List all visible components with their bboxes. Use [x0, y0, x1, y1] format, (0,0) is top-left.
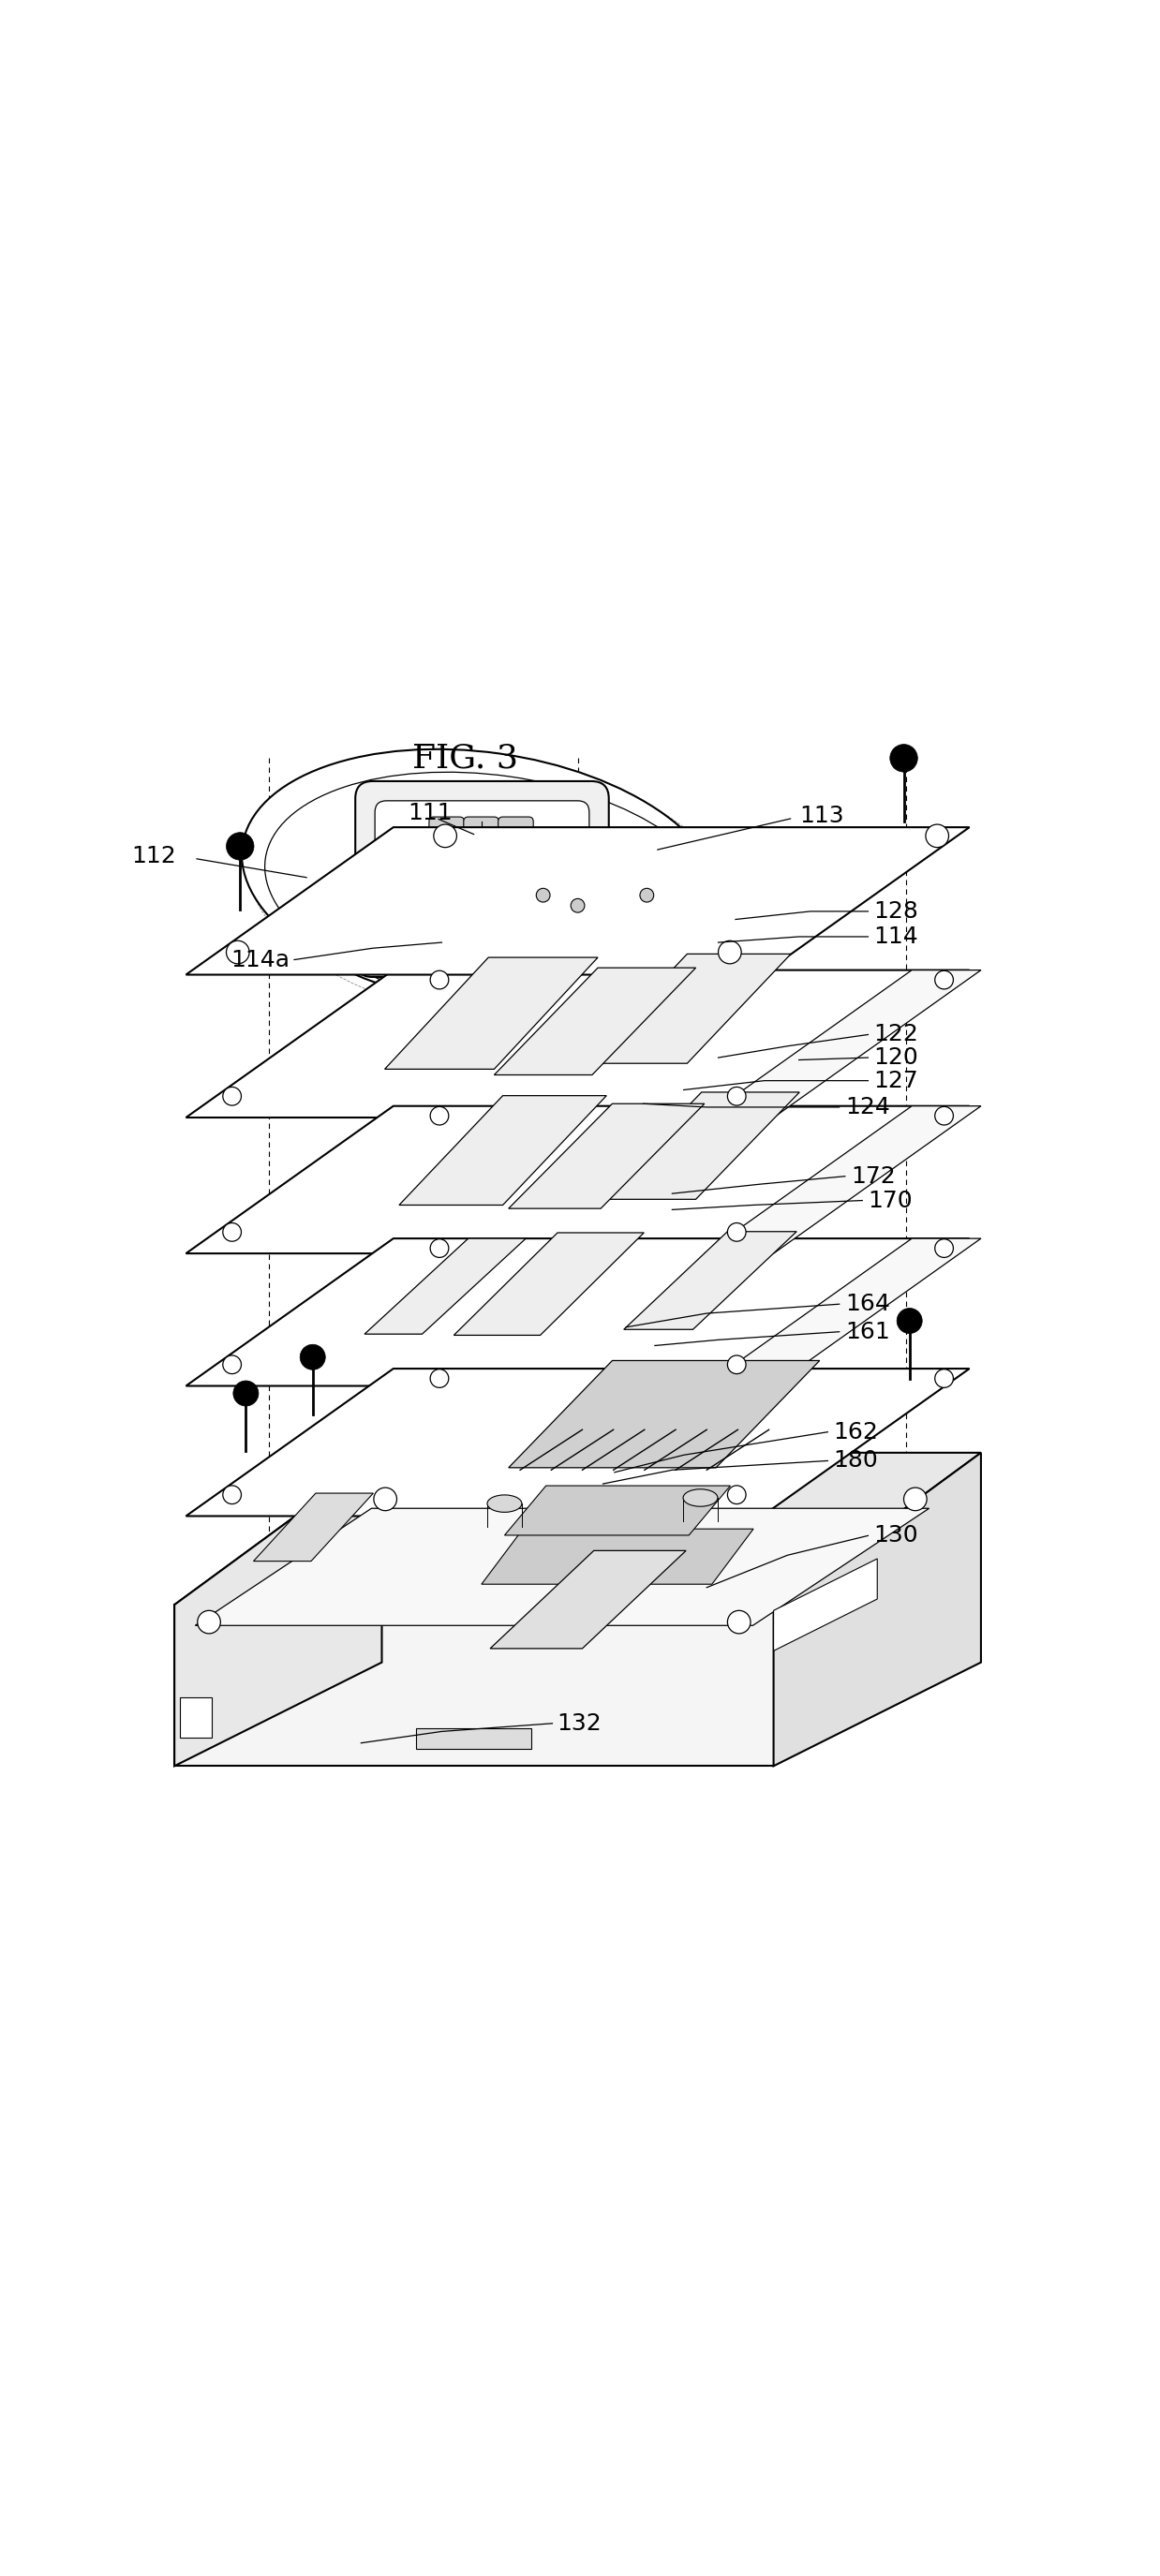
- Polygon shape: [186, 1368, 970, 1517]
- Text: 161: 161: [844, 1321, 890, 1342]
- Circle shape: [727, 1486, 746, 1504]
- Circle shape: [536, 889, 550, 902]
- Circle shape: [223, 1486, 241, 1504]
- Circle shape: [727, 1087, 746, 1105]
- Polygon shape: [597, 1092, 799, 1200]
- FancyBboxPatch shape: [429, 817, 464, 940]
- Polygon shape: [174, 1605, 774, 1767]
- Circle shape: [935, 971, 954, 989]
- Circle shape: [897, 1309, 922, 1334]
- Text: 120: 120: [873, 1046, 919, 1069]
- Circle shape: [233, 1381, 259, 1406]
- Text: 122: 122: [873, 1023, 919, 1046]
- Text: 112: 112: [131, 845, 176, 868]
- Circle shape: [300, 1345, 325, 1370]
- Circle shape: [223, 1224, 241, 1242]
- Polygon shape: [494, 969, 696, 1074]
- Circle shape: [727, 1610, 751, 1633]
- Ellipse shape: [487, 1494, 522, 1512]
- Text: 164: 164: [844, 1293, 890, 1316]
- Polygon shape: [624, 1231, 797, 1329]
- Circle shape: [727, 1224, 746, 1242]
- Circle shape: [935, 1239, 954, 1257]
- Polygon shape: [364, 1239, 525, 1334]
- Text: 132: 132: [557, 1713, 602, 1734]
- Circle shape: [223, 1087, 241, 1105]
- Bar: [416, 1728, 531, 1749]
- Ellipse shape: [683, 1489, 718, 1507]
- Text: 130: 130: [873, 1525, 919, 1548]
- Circle shape: [434, 824, 457, 848]
- Text: 170: 170: [868, 1190, 913, 1211]
- Circle shape: [430, 971, 449, 989]
- Circle shape: [718, 940, 741, 963]
- Text: FIG. 3: FIG. 3: [412, 742, 517, 773]
- Text: 114a: 114a: [231, 948, 290, 971]
- Polygon shape: [491, 1551, 686, 1649]
- Polygon shape: [385, 958, 597, 1069]
- Circle shape: [727, 1355, 746, 1373]
- Polygon shape: [583, 953, 791, 1064]
- Circle shape: [223, 1355, 241, 1373]
- Circle shape: [935, 1108, 954, 1126]
- Polygon shape: [774, 1453, 981, 1767]
- Circle shape: [904, 1486, 927, 1510]
- Text: 124: 124: [844, 1095, 890, 1118]
- Polygon shape: [180, 1698, 211, 1736]
- Circle shape: [430, 1108, 449, 1126]
- Text: 162: 162: [834, 1422, 878, 1443]
- Circle shape: [197, 1610, 220, 1633]
- FancyBboxPatch shape: [355, 781, 609, 976]
- Polygon shape: [195, 1510, 929, 1625]
- Text: 180: 180: [834, 1450, 878, 1471]
- Polygon shape: [481, 1530, 753, 1584]
- Text: 114: 114: [873, 925, 919, 948]
- Circle shape: [926, 824, 949, 848]
- FancyBboxPatch shape: [464, 817, 499, 940]
- Polygon shape: [505, 1486, 731, 1535]
- Text: 172: 172: [850, 1164, 896, 1188]
- Ellipse shape: [264, 773, 723, 1010]
- Polygon shape: [186, 1105, 970, 1255]
- Text: 113: 113: [799, 804, 844, 827]
- Circle shape: [890, 744, 918, 773]
- Circle shape: [935, 1370, 954, 1388]
- Polygon shape: [704, 1105, 981, 1255]
- Polygon shape: [454, 1234, 644, 1334]
- Circle shape: [374, 1486, 397, 1510]
- Circle shape: [226, 832, 254, 860]
- Polygon shape: [399, 1095, 607, 1206]
- Polygon shape: [186, 1239, 970, 1386]
- Ellipse shape: [241, 750, 723, 1010]
- Polygon shape: [254, 1494, 374, 1561]
- Polygon shape: [508, 1103, 704, 1208]
- Circle shape: [226, 940, 249, 963]
- Polygon shape: [704, 1239, 981, 1386]
- Polygon shape: [704, 971, 981, 1118]
- Text: 111: 111: [408, 801, 452, 824]
- Polygon shape: [174, 1453, 382, 1767]
- Polygon shape: [186, 827, 970, 974]
- Polygon shape: [508, 1360, 820, 1468]
- Circle shape: [571, 899, 585, 912]
- Circle shape: [430, 1239, 449, 1257]
- Polygon shape: [186, 971, 970, 1118]
- FancyBboxPatch shape: [375, 801, 589, 958]
- Circle shape: [640, 889, 654, 902]
- Text: 128: 128: [873, 899, 919, 922]
- FancyBboxPatch shape: [498, 817, 534, 940]
- Polygon shape: [174, 1453, 981, 1605]
- Polygon shape: [774, 1558, 877, 1651]
- Text: 127: 127: [873, 1069, 919, 1092]
- Circle shape: [430, 1370, 449, 1388]
